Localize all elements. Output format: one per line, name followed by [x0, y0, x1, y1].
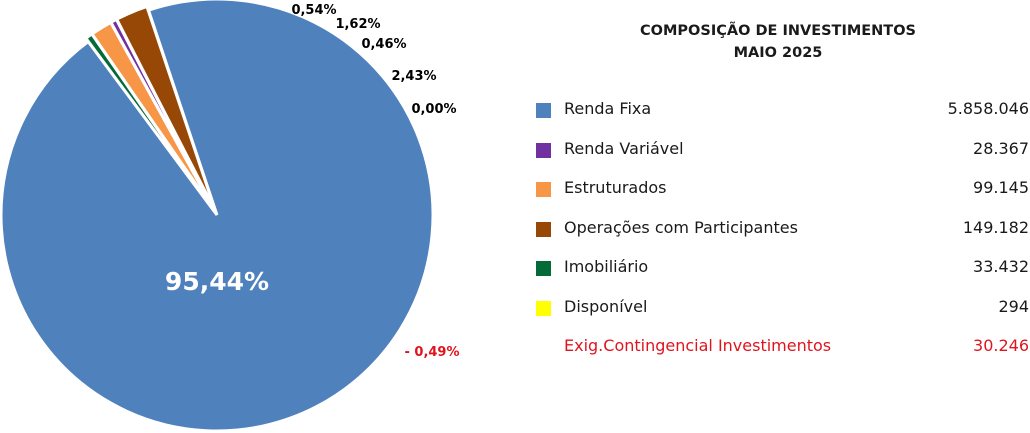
legend-label-exig-contingencial: Exig.Contingencial Investimentos [564, 336, 832, 355]
legend-swatch-renda-variavel [536, 142, 551, 158]
data-label-exig-contingencial: - 0,49% [404, 345, 459, 360]
chart-title-line-2: MAIO 2025 [733, 45, 823, 61]
legend-label-estruturados: Estruturados [564, 178, 667, 197]
data-label-disponivel: 0,00% [411, 102, 456, 117]
legend-item-imobiliario: Imobiliário 33.432 [536, 254, 1030, 294]
legend-item-operacoes: Operações com Participantes 149.182 [536, 215, 1030, 255]
data-label-operacoes-com-participantes: 2,43% [391, 69, 436, 84]
legend: Renda Fixa 5.858.046 Renda Variável 28.3… [536, 96, 1030, 373]
pie-slice-renda-fixa [0, 0, 435, 433]
legend-value-estruturados: 99.145 [973, 178, 1029, 197]
legend-swatch-renda-fixa [536, 103, 551, 118]
legend-swatch-disponivel [536, 300, 551, 316]
legend-label-renda-variavel: Renda Variável [564, 138, 684, 158]
data-label-renda-variavel: 0,46% [361, 37, 406, 52]
chart-title-line-1: COMPOSIÇÃO DE INVESTIMENTOS [640, 23, 916, 39]
legend-item-renda-variavel: Renda Variável 28.367 [536, 136, 1030, 176]
pie-chart: 95,44% 0,54%1,62% 0,46% 2,43% 0,00% - 0,49% [0, 0, 460, 433]
legend-value-disponivel: 294 [998, 296, 1029, 316]
legend-item-exig-contingencial: Exig.Contingencial Investimentos 30.246 [536, 333, 1030, 373]
legend-value-operacoes: 149.182 [962, 217, 1029, 237]
legend-swatch-estruturados [536, 182, 551, 197]
legend-item-renda-fixa: Renda Fixa 5.858.046 [536, 96, 1030, 136]
legend-label-renda-fixa: Renda Fixa [564, 99, 652, 118]
legend-value-exig-contingencial: 30.246 [973, 336, 1029, 355]
legend-value-renda-variavel: 28.367 [973, 138, 1029, 158]
pie-slice-operacoes-com-participantes [114, 4, 217, 212]
legend-swatch-operacoes [536, 221, 551, 237]
data-label-estruturados: 1,62% [335, 17, 380, 32]
legend-label-operacoes: Operações com Participantes [564, 217, 798, 237]
legend-label-imobiliario: Imobiliário [564, 257, 649, 276]
legend-label-disponivel: Disponível [564, 296, 648, 316]
legend-item-disponivel: Disponível 294 [536, 294, 1030, 334]
chart-title: COMPOSIÇÃO DE INVESTIMENTOS MAIO 2025 [548, 20, 1008, 64]
legend-value-renda-fixa: 5.858.046 [947, 99, 1029, 118]
legend-item-estruturados: Estruturados 99.145 [536, 175, 1030, 215]
legend-value-imobiliario: 33.432 [973, 257, 1029, 276]
data-label-renda-fixa: 95,44% [165, 267, 269, 296]
legend-swatch-imobiliario [536, 261, 551, 276]
data-label-imobiliario: 0,54% [291, 3, 336, 18]
